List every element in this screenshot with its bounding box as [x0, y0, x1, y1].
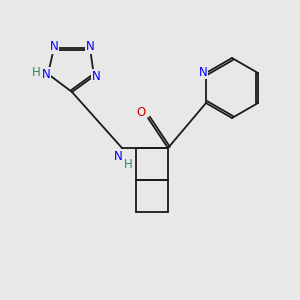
Text: N: N	[85, 40, 94, 53]
Text: H: H	[124, 158, 132, 170]
Text: N: N	[50, 40, 58, 53]
Text: N: N	[42, 68, 50, 80]
Text: O: O	[136, 106, 146, 119]
Text: N: N	[92, 70, 100, 83]
Text: H: H	[32, 67, 40, 80]
Text: N: N	[199, 65, 207, 79]
Text: N: N	[114, 151, 122, 164]
